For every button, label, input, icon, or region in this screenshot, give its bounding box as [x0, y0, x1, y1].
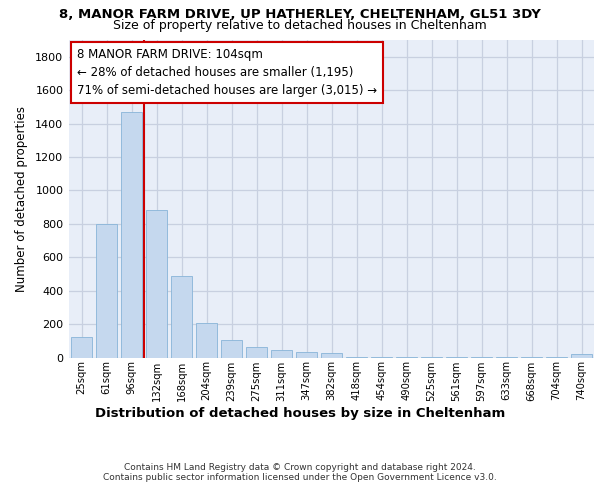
Bar [246, 346, 267, 358]
Bar [271, 350, 292, 358]
Bar [146, 210, 167, 358]
Bar [171, 276, 192, 357]
Bar [221, 340, 242, 357]
Bar [121, 112, 142, 358]
Bar [196, 323, 217, 358]
Text: 8 MANOR FARM DRIVE: 104sqm
← 28% of detached houses are smaller (1,195)
71% of s: 8 MANOR FARM DRIVE: 104sqm ← 28% of deta… [77, 48, 377, 97]
Bar [346, 357, 367, 358]
Bar [571, 354, 592, 358]
Bar [96, 224, 117, 358]
Bar [71, 336, 92, 357]
Text: Contains public sector information licensed under the Open Government Licence v3: Contains public sector information licen… [103, 472, 497, 482]
Text: 8, MANOR FARM DRIVE, UP HATHERLEY, CHELTENHAM, GL51 3DY: 8, MANOR FARM DRIVE, UP HATHERLEY, CHELT… [59, 8, 541, 20]
Text: Distribution of detached houses by size in Cheltenham: Distribution of detached houses by size … [95, 408, 505, 420]
Bar [321, 354, 342, 358]
Bar [296, 352, 317, 358]
Y-axis label: Number of detached properties: Number of detached properties [16, 106, 28, 292]
Text: Contains HM Land Registry data © Crown copyright and database right 2024.: Contains HM Land Registry data © Crown c… [124, 462, 476, 471]
Text: Size of property relative to detached houses in Cheltenham: Size of property relative to detached ho… [113, 19, 487, 32]
